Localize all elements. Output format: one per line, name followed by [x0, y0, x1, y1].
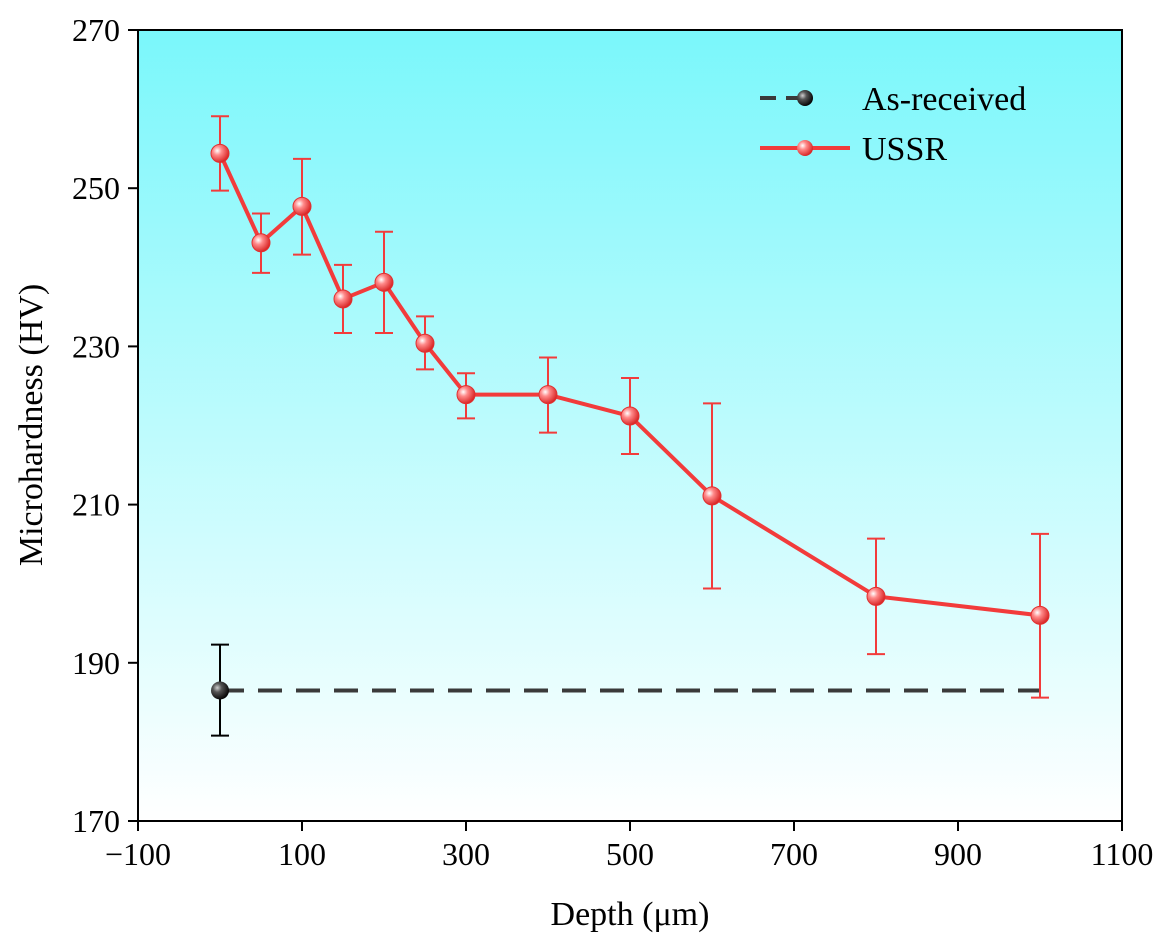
ussr-data-point — [333, 289, 353, 309]
x-tick-label: 500 — [606, 836, 654, 872]
y-tick-label: 270 — [72, 12, 120, 48]
legend: As-received USSR — [760, 81, 1026, 168]
ussr-data-point — [456, 385, 476, 405]
x-tick-label: 100 — [278, 836, 326, 872]
x-tick-label: 700 — [770, 836, 818, 872]
ussr-data-point — [538, 385, 558, 405]
ussr-data-point — [1030, 605, 1050, 625]
legend-as-received-marker — [797, 90, 813, 106]
legend-ussr-marker — [797, 140, 813, 156]
ussr-data-point — [415, 333, 435, 353]
y-axis-title: Microhardness (HV) — [13, 284, 50, 566]
legend-as-received-label: As-received — [862, 81, 1026, 118]
y-tick-label: 250 — [72, 170, 120, 206]
y-tick-label: 210 — [72, 487, 120, 523]
x-tick-label: 900 — [934, 836, 982, 872]
x-axis-title: Depth (μm) — [551, 896, 710, 933]
ussr-data-point — [374, 272, 394, 292]
as-received-data-point — [211, 681, 229, 700]
x-tick-label: 1100 — [1091, 836, 1154, 872]
y-tick-label: 170 — [72, 803, 120, 839]
ussr-data-point — [702, 486, 722, 506]
y-tick-label: 190 — [72, 645, 120, 681]
y-tick-label: 230 — [72, 328, 120, 364]
x-tick-label: 300 — [442, 836, 490, 872]
axis-layer: −100 100 300 500 700 900 1100 170 190 210 230 250 27… — [72, 12, 1153, 872]
x-tick-label: −100 — [105, 836, 171, 872]
ussr-data-point — [866, 586, 886, 606]
ussr-data-point — [251, 233, 271, 253]
ussr-data-point — [210, 143, 230, 163]
ussr-data-point — [292, 196, 312, 216]
series-layer — [210, 115, 1050, 737]
ussr-data-point — [620, 406, 640, 426]
legend-ussr-label: USSR — [862, 131, 947, 168]
